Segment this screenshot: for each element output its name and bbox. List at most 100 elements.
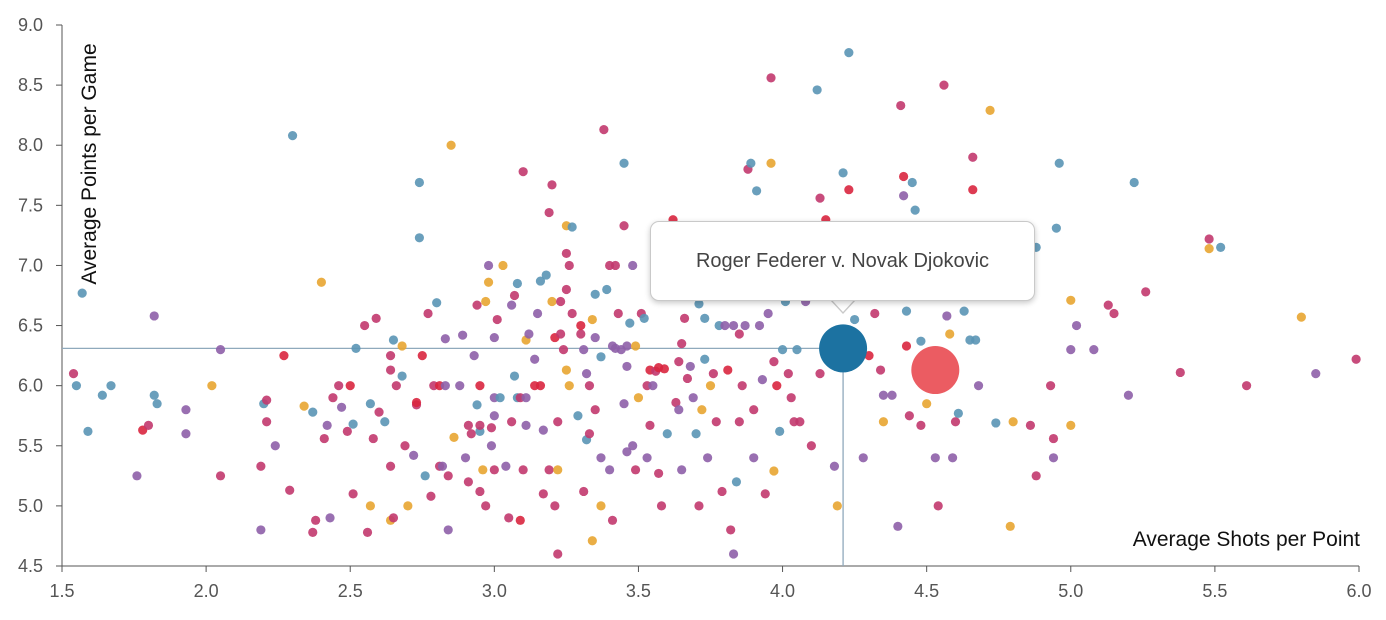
data-point[interactable] xyxy=(864,351,874,361)
data-point[interactable] xyxy=(968,152,978,162)
data-point[interactable] xyxy=(579,345,589,355)
data-point[interactable] xyxy=(584,429,595,439)
data-point[interactable] xyxy=(829,461,840,471)
data-point[interactable] xyxy=(270,441,280,451)
data-point[interactable] xyxy=(498,260,508,271)
data-point[interactable] xyxy=(483,277,494,287)
data-point[interactable] xyxy=(728,320,739,331)
data-point[interactable] xyxy=(322,420,332,430)
data-point[interactable] xyxy=(328,393,338,403)
data-point[interactable] xyxy=(893,521,903,531)
data-point[interactable] xyxy=(449,432,459,442)
data-point[interactable] xyxy=(285,485,295,495)
data-point[interactable] xyxy=(507,300,517,310)
data-point[interactable] xyxy=(899,191,909,201)
data-point[interactable] xyxy=(607,515,618,525)
data-point[interactable] xyxy=(262,417,272,427)
data-point[interactable] xyxy=(939,80,949,90)
data-point[interactable] xyxy=(325,513,335,523)
data-point[interactable] xyxy=(700,313,710,323)
data-point[interactable] xyxy=(590,289,600,299)
data-point[interactable] xyxy=(336,402,347,412)
data-point[interactable] xyxy=(815,193,825,203)
data-point[interactable] xyxy=(619,399,629,409)
data-point[interactable] xyxy=(901,341,912,351)
data-point[interactable] xyxy=(630,341,641,351)
data-point[interactable] xyxy=(486,441,497,451)
data-point[interactable] xyxy=(904,411,914,421)
data-point[interactable] xyxy=(1311,369,1321,379)
data-point[interactable] xyxy=(535,381,546,391)
data-point[interactable] xyxy=(700,354,710,364)
data-point[interactable] xyxy=(581,369,592,379)
data-point[interactable] xyxy=(622,361,632,372)
data-point[interactable] xyxy=(403,501,413,511)
data-point[interactable] xyxy=(985,105,995,115)
data-point[interactable] xyxy=(674,405,684,415)
data-point[interactable] xyxy=(547,180,557,190)
data-point[interactable] xyxy=(215,471,226,481)
data-point[interactable] xyxy=(734,417,744,427)
data-point[interactable] xyxy=(596,453,606,463)
data-point[interactable] xyxy=(495,393,505,403)
data-point[interactable] xyxy=(959,306,969,316)
data-point[interactable] xyxy=(602,284,612,295)
data-point[interactable] xyxy=(749,453,759,463)
data-point[interactable] xyxy=(749,405,759,415)
data-point[interactable] xyxy=(432,298,442,308)
data-point[interactable] xyxy=(553,549,563,559)
data-point[interactable] xyxy=(775,426,785,436)
data-point[interactable] xyxy=(1204,234,1214,244)
data-point[interactable] xyxy=(385,461,396,471)
data-point[interactable] xyxy=(737,381,747,391)
data-point[interactable] xyxy=(256,525,266,535)
data-point[interactable] xyxy=(858,453,868,463)
data-point[interactable] xyxy=(544,207,554,218)
data-point[interactable] xyxy=(420,471,430,481)
data-point[interactable] xyxy=(769,357,779,367)
data-point[interactable] xyxy=(68,369,79,379)
data-point[interactable] xyxy=(613,308,623,319)
data-point[interactable] xyxy=(391,381,401,391)
data-point[interactable] xyxy=(489,411,499,421)
data-point[interactable] xyxy=(1103,300,1113,310)
data-point[interactable] xyxy=(694,501,704,511)
data-point[interactable] xyxy=(472,300,482,310)
data-point[interactable] xyxy=(397,371,407,381)
data-point[interactable] xyxy=(844,185,854,195)
data-point[interactable] xyxy=(501,461,511,471)
data-point[interactable] xyxy=(1066,420,1076,430)
data-point[interactable] xyxy=(368,433,378,444)
data-point[interactable] xyxy=(685,361,695,372)
data-point[interactable] xyxy=(875,365,886,375)
data-point[interactable] xyxy=(786,393,796,403)
data-point[interactable] xyxy=(463,477,473,487)
data-point[interactable] xyxy=(1141,287,1151,297)
data-point[interactable] xyxy=(556,296,566,307)
data-point[interactable] xyxy=(374,407,384,417)
data-point[interactable] xyxy=(654,468,664,479)
data-point[interactable] xyxy=(628,260,638,271)
data-point[interactable] xyxy=(1071,320,1082,331)
data-point[interactable] xyxy=(567,222,577,232)
data-point[interactable] xyxy=(991,418,1001,428)
data-point[interactable] xyxy=(610,260,620,271)
data-point[interactable] xyxy=(1046,381,1056,391)
data-point[interactable] xyxy=(679,313,690,323)
data-point[interactable] xyxy=(731,477,742,487)
data-point[interactable] xyxy=(455,381,465,391)
data-point[interactable] xyxy=(769,466,779,476)
data-point[interactable] xyxy=(489,465,499,475)
data-point[interactable] xyxy=(576,329,586,339)
data-point[interactable] xyxy=(509,290,520,301)
data-point[interactable] xyxy=(971,335,981,345)
data-point[interactable] xyxy=(1351,354,1361,364)
data-point[interactable] xyxy=(878,390,889,400)
data-point[interactable] xyxy=(97,390,107,400)
data-point[interactable] xyxy=(458,330,468,340)
data-point[interactable] xyxy=(1025,420,1036,430)
data-point[interactable] xyxy=(752,186,762,196)
data-point[interactable] xyxy=(365,399,375,409)
data-point[interactable] xyxy=(256,461,266,471)
data-point[interactable] xyxy=(316,277,326,287)
